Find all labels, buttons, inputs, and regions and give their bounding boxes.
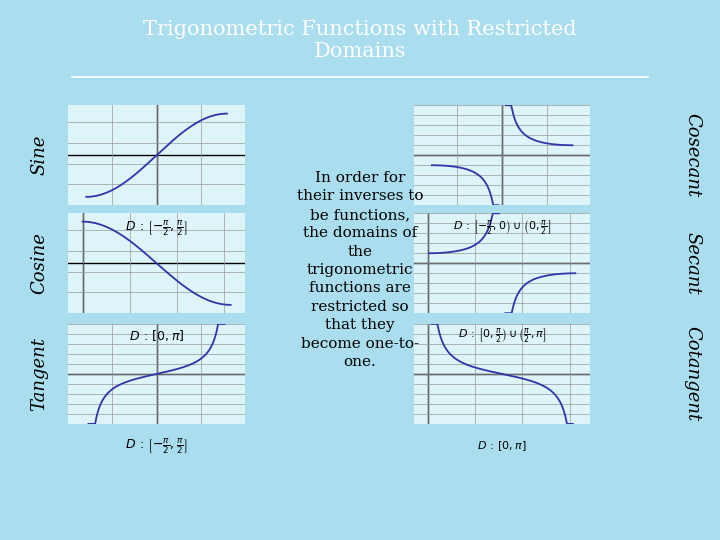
Text: $D\,:\,\left[0,\pi\right]$: $D\,:\,\left[0,\pi\right]$ bbox=[477, 440, 527, 454]
Text: Tangent: Tangent bbox=[30, 337, 49, 411]
Text: In order for
their inverses to
be functions,
the domains of
the
trigonometric
fu: In order for their inverses to be functi… bbox=[297, 171, 423, 369]
Text: $D\,:\,\left[0,\pi\right]$: $D\,:\,\left[0,\pi\right]$ bbox=[129, 328, 184, 343]
Text: $D\,:\,\left[0,\frac{\pi}{2}\right)\cup\left(\frac{\pi}{2},\pi\right]$: $D\,:\,\left[0,\frac{\pi}{2}\right)\cup\… bbox=[458, 327, 546, 345]
Text: Sine: Sine bbox=[30, 135, 49, 176]
Text: $D\,:\,\left[-\frac{\pi}{2},\frac{\pi}{2}\right]$: $D\,:\,\left[-\frac{\pi}{2},\frac{\pi}{2… bbox=[125, 437, 188, 456]
Text: Cotangent: Cotangent bbox=[684, 326, 701, 422]
Text: Secant: Secant bbox=[684, 232, 701, 295]
Text: Cosecant: Cosecant bbox=[684, 113, 701, 198]
Text: Trigonometric Functions with Restricted
Domains: Trigonometric Functions with Restricted … bbox=[143, 19, 577, 60]
Text: $D\,:\,\left[-\frac{\pi}{2},\frac{\pi}{2}\right]$: $D\,:\,\left[-\frac{\pi}{2},\frac{\pi}{2… bbox=[125, 218, 188, 238]
Text: $D\,:\,\left[-\frac{\pi}{2},0\right)\cup\left(0,\frac{\pi}{2}\right]$: $D\,:\,\left[-\frac{\pi}{2},0\right)\cup… bbox=[453, 219, 552, 237]
Text: Cosine: Cosine bbox=[30, 232, 49, 294]
